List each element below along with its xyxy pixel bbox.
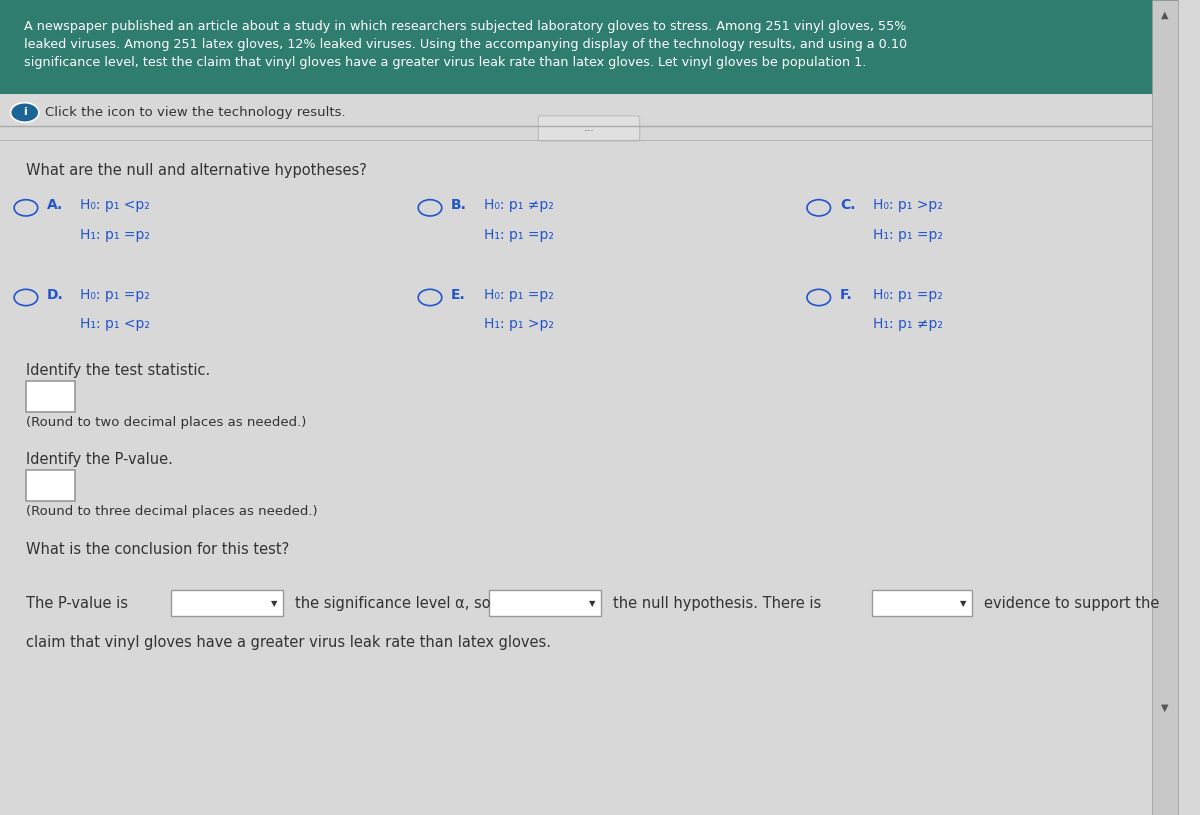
Text: evidence to support the: evidence to support the <box>984 596 1159 610</box>
Text: C.: C. <box>840 198 856 213</box>
Text: E.: E. <box>451 288 466 302</box>
Text: What is the conclusion for this test?: What is the conclusion for this test? <box>26 542 289 557</box>
Text: the significance level α, so: the significance level α, so <box>294 596 490 610</box>
FancyBboxPatch shape <box>26 470 76 501</box>
Text: ...: ... <box>583 123 594 134</box>
Text: H₁: p₁ =p₂: H₁: p₁ =p₂ <box>484 227 554 242</box>
Text: i: i <box>23 108 26 117</box>
Text: (Round to two decimal places as needed.): (Round to two decimal places as needed.) <box>26 416 306 429</box>
Text: H₁: p₁ ≠p₂: H₁: p₁ ≠p₂ <box>872 317 943 332</box>
Text: ▼: ▼ <box>1162 703 1169 713</box>
Text: H₁: p₁ <p₂: H₁: p₁ <p₂ <box>80 317 150 332</box>
FancyBboxPatch shape <box>0 0 1178 94</box>
FancyBboxPatch shape <box>1152 0 1178 815</box>
Text: D.: D. <box>47 288 64 302</box>
FancyBboxPatch shape <box>26 381 76 412</box>
Text: A.: A. <box>47 198 64 213</box>
Text: ▼: ▼ <box>589 598 596 608</box>
Text: Identify the P-value.: Identify the P-value. <box>26 452 173 467</box>
FancyBboxPatch shape <box>871 590 972 616</box>
Text: ▼: ▼ <box>271 598 277 608</box>
Text: H₀: p₁ >p₂: H₀: p₁ >p₂ <box>872 198 943 213</box>
Text: the null hypothesis. There is: the null hypothesis. There is <box>612 596 821 610</box>
Text: The P-value is: The P-value is <box>26 596 128 610</box>
Text: H₀: p₁ <p₂: H₀: p₁ <p₂ <box>80 198 150 213</box>
Text: Click the icon to view the technology results.: Click the icon to view the technology re… <box>44 106 346 119</box>
Text: F.: F. <box>840 288 853 302</box>
FancyBboxPatch shape <box>488 590 601 616</box>
Text: H₀: p₁ =p₂: H₀: p₁ =p₂ <box>484 288 554 302</box>
Text: A newspaper published an article about a study in which researchers subjected la: A newspaper published an article about a… <box>24 20 907 69</box>
FancyBboxPatch shape <box>539 116 640 141</box>
FancyBboxPatch shape <box>170 590 283 616</box>
Text: Identify the test statistic.: Identify the test statistic. <box>26 363 210 377</box>
Text: B.: B. <box>451 198 467 213</box>
Text: H₀: p₁ ≠p₂: H₀: p₁ ≠p₂ <box>484 198 554 213</box>
Text: ▼: ▼ <box>960 598 967 608</box>
Text: What are the null and alternative hypotheses?: What are the null and alternative hypoth… <box>26 163 367 178</box>
Text: claim that vinyl gloves have a greater virus leak rate than latex gloves.: claim that vinyl gloves have a greater v… <box>26 635 551 650</box>
Text: H₁: p₁ =p₂: H₁: p₁ =p₂ <box>80 227 150 242</box>
Text: ▲: ▲ <box>1162 10 1169 20</box>
Text: H₀: p₁ =p₂: H₀: p₁ =p₂ <box>872 288 943 302</box>
Text: H₁: p₁ >p₂: H₁: p₁ >p₂ <box>484 317 554 332</box>
Text: H₀: p₁ =p₂: H₀: p₁ =p₂ <box>80 288 150 302</box>
Text: H₁: p₁ =p₂: H₁: p₁ =p₂ <box>872 227 943 242</box>
Text: (Round to three decimal places as needed.): (Round to three decimal places as needed… <box>26 505 318 518</box>
Circle shape <box>11 103 38 122</box>
